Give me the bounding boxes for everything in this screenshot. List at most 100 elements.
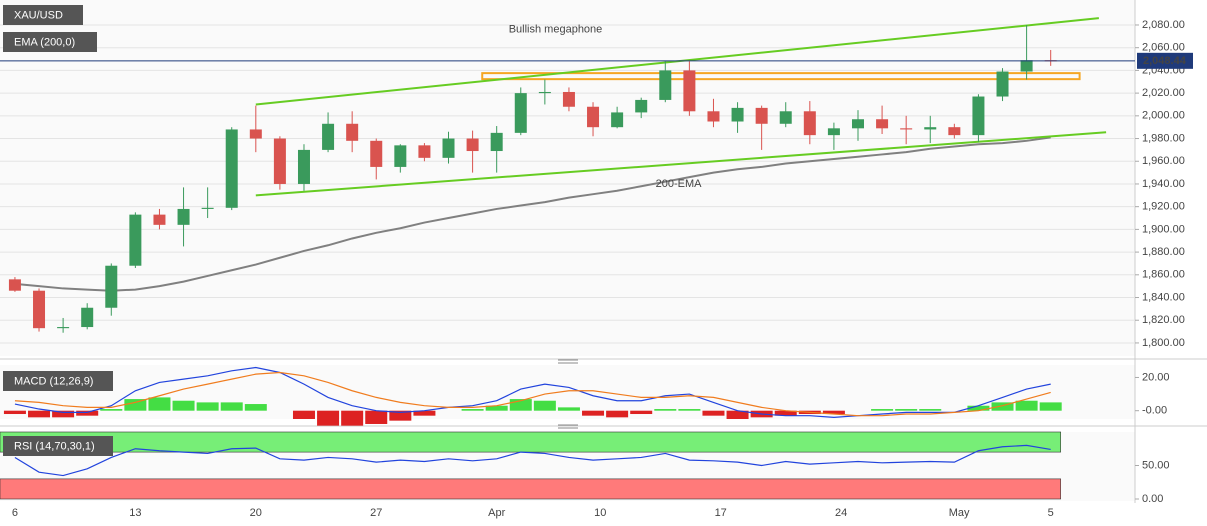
symbol-box: [3, 5, 83, 25]
price-tag: [1137, 52, 1193, 69]
histogram-bar: [52, 410, 75, 418]
x-tick-label: 27: [370, 507, 382, 519]
histogram-bar: [317, 410, 340, 426]
candle-body: [442, 138, 455, 158]
rsi-box: [3, 436, 113, 456]
candle-body: [57, 327, 70, 329]
candle-body: [514, 93, 527, 133]
y-tick-label: 1,820.00: [1142, 314, 1185, 326]
candle-body: [611, 112, 624, 128]
candle-body: [249, 129, 262, 139]
symbol-label: XAU/USD: [14, 9, 63, 21]
y-tick-label: 1,940.00: [1142, 178, 1185, 190]
histogram-bar: [76, 410, 99, 416]
x-tick-label: 5: [1048, 507, 1054, 519]
ema-box: [3, 32, 97, 52]
x-tick-label: 10: [594, 507, 606, 519]
histogram-bar: [292, 410, 315, 419]
rsi-label: RSI (14,70,30,1): [14, 440, 95, 452]
candle-body: [394, 145, 407, 167]
histogram-bar: [244, 404, 267, 411]
rsi-zone: [0, 431, 1061, 453]
candle-body: [996, 71, 1009, 97]
histogram-bar: [1015, 400, 1038, 411]
histogram-bar: [702, 410, 725, 416]
series-line: [14, 371, 1051, 417]
candle-body: [972, 96, 985, 136]
candle-body: [201, 207, 214, 209]
price-tag-label: 2,048.44: [1143, 55, 1187, 67]
histogram-bar: [533, 400, 556, 411]
candle-body: [803, 111, 816, 136]
histogram-bar: [630, 410, 653, 415]
y-tick-label: 50.00: [1142, 459, 1170, 471]
histogram-bar: [774, 410, 797, 416]
macd-label: MACD (12,26,9): [14, 375, 93, 387]
y-tick-label: -0.00: [1142, 405, 1167, 417]
histogram-bar: [822, 410, 845, 415]
histogram-bar: [967, 405, 990, 411]
y-tick-label: 1,980.00: [1142, 132, 1185, 144]
candle-body: [370, 140, 383, 167]
histogram-bar: [28, 410, 51, 418]
rsi-zone: [0, 478, 1061, 500]
candle-body: [33, 290, 46, 329]
histogram-bar: [1039, 402, 1062, 411]
price-panel: [0, 0, 1135, 356]
histogram-bar: [461, 409, 484, 411]
histogram-bar: [148, 397, 171, 411]
x-tick-label: May: [949, 507, 970, 519]
candle-body: [659, 70, 672, 100]
y-tick-label: 1,960.00: [1142, 155, 1185, 167]
y-tick-label: 1,800.00: [1142, 337, 1185, 349]
histogram-bar: [3, 410, 26, 415]
histogram-bar: [509, 399, 532, 411]
y-tick-label: 20.00: [1142, 371, 1170, 383]
candle-body: [779, 111, 792, 124]
candle-body: [538, 91, 551, 94]
candle-body: [466, 138, 479, 152]
macd-box: [3, 371, 113, 391]
annotation: 200-EMA: [656, 178, 703, 190]
macd-panel: [0, 365, 1135, 419]
series-line: [14, 444, 1051, 477]
candle-body: [153, 214, 166, 225]
y-tick-label: 1,840.00: [1142, 291, 1185, 303]
x-tick-label: 24: [835, 507, 847, 519]
histogram-bar: [726, 410, 749, 419]
histogram-bar: [124, 399, 147, 411]
ema-label: EMA (200,0): [14, 36, 75, 48]
candle-body: [562, 91, 575, 107]
candle-body: [273, 138, 286, 184]
histogram-bar: [582, 410, 605, 416]
histogram-bar: [991, 402, 1014, 411]
histogram-bar: [341, 410, 364, 426]
candle-body: [346, 123, 359, 141]
x-tick-label: Apr: [488, 507, 505, 519]
histogram-bar: [678, 409, 701, 411]
candle-body: [177, 208, 190, 225]
candle-body: [924, 127, 937, 130]
y-tick-label: 1,860.00: [1142, 269, 1185, 281]
candle-body: [418, 145, 431, 158]
x-tick-label: 17: [715, 507, 727, 519]
histogram-bar: [100, 409, 123, 411]
histogram-bar: [557, 407, 580, 411]
candle-body: [129, 214, 142, 266]
candle-body: [827, 128, 840, 136]
candle-body: [322, 123, 335, 150]
histogram-bar: [895, 409, 918, 411]
histogram-bar: [654, 409, 677, 411]
histogram-bar: [220, 402, 243, 411]
y-tick-label: 1,900.00: [1142, 223, 1185, 235]
candle-body: [755, 107, 768, 124]
y-tick-label: 2,060.00: [1142, 42, 1185, 54]
resize-handle[interactable]: [558, 359, 578, 429]
candle-body: [8, 279, 21, 291]
x-tick-label: 6: [12, 507, 18, 519]
candle-body: [635, 99, 648, 113]
candle-body: [948, 127, 961, 136]
candle-body: [105, 265, 118, 308]
y-tick-label: 0.00: [1142, 493, 1163, 505]
